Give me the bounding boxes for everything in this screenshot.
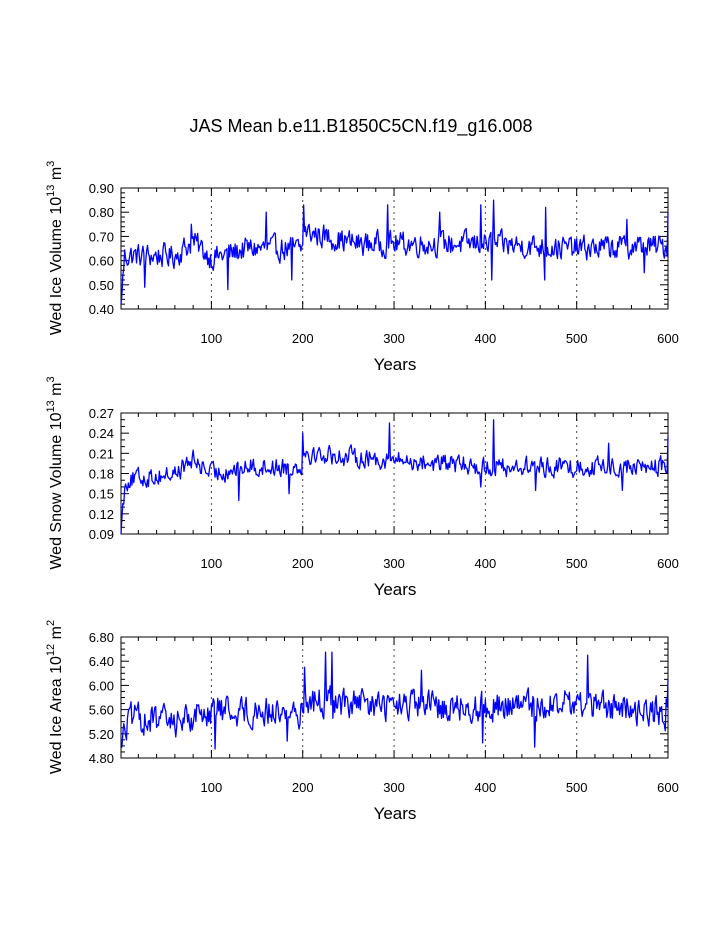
x-axis-ticks: 100 200 300 400 500 600: [137, 637, 679, 795]
x-gridlines: [210, 413, 578, 534]
y-axis-label: Wed Ice Area 1012 m2: [45, 620, 65, 774]
y-tick-label: 6.80: [89, 630, 114, 645]
series-line: [120, 419, 669, 535]
x-tick-label: 100: [201, 780, 223, 795]
y-tick-label: 5.20: [89, 727, 114, 742]
y-axis-ticks: 4.80 5.20 5.60 6.00 6.40 6.80: [89, 630, 668, 766]
y-axis-label: Wed Snow Volume 1013 m3: [45, 376, 65, 569]
x-tick-label: 300: [383, 556, 405, 571]
y-tick-label: 0.09: [89, 527, 114, 542]
x-tick-label: 400: [475, 780, 497, 795]
y-tick-label: 0.80: [89, 205, 114, 220]
y-tick-label: 0.24: [89, 426, 114, 441]
y-tick-label: 0.90: [89, 181, 114, 196]
x-tick-label: 600: [657, 331, 679, 346]
x-axis-ticks: 100 200 300 400 500 600: [137, 413, 679, 571]
x-tick-label: 300: [383, 780, 405, 795]
x-tick-label: 200: [292, 780, 314, 795]
y-tick-label: 0.15: [89, 487, 114, 502]
x-axis-ticks: 100 200 300 400 500 600: [137, 188, 679, 346]
y-tick-label: 6.40: [89, 654, 114, 669]
series-line: [120, 199, 669, 305]
y-tick-label: 4.80: [89, 751, 114, 766]
x-axis-label: Years: [374, 355, 417, 374]
x-tick-label: 300: [383, 331, 405, 346]
y-tick-label: 0.12: [89, 507, 114, 522]
chart-panel-ice-volume: 0.40 0.50 0.60 0.70 0.80 0.90 100 200 300 400 500…: [45, 161, 679, 374]
x-tick-label: 500: [566, 331, 588, 346]
y-tick-label: 0.27: [89, 406, 114, 421]
y-axis-label: Wed Ice Volume 1013 m3: [45, 161, 65, 336]
chart-panel-ice-area: 4.80 5.20 5.60 6.00 6.40 6.80 100 200 300 400 500…: [45, 620, 679, 823]
y-axis-ticks: 0.09 0.12 0.15 0.18 0.21 0.24 0.27: [89, 406, 668, 542]
x-axis-label: Years: [374, 804, 417, 823]
y-tick-label: 6.00: [89, 678, 114, 693]
x-tick-label: 600: [657, 556, 679, 571]
y-tick-label: 0.60: [89, 254, 114, 269]
x-tick-label: 600: [657, 780, 679, 795]
x-tick-label: 200: [292, 331, 314, 346]
y-tick-label: 0.70: [89, 229, 114, 244]
chart-panel-snow-volume: 0.09 0.12 0.15 0.18 0.21 0.24 0.27 100 200 300 40…: [45, 376, 679, 599]
y-axis-ticks: 0.40 0.50 0.60 0.70 0.80 0.90: [89, 181, 668, 317]
y-tick-label: 0.40: [89, 302, 114, 317]
series-line: [120, 651, 669, 750]
x-gridlines: [210, 637, 578, 758]
x-tick-label: 500: [566, 780, 588, 795]
y-tick-label: 5.60: [89, 703, 114, 718]
x-axis-label: Years: [374, 580, 417, 599]
x-tick-label: 200: [292, 556, 314, 571]
y-tick-label: 0.50: [89, 278, 114, 293]
x-tick-label: 400: [475, 331, 497, 346]
x-tick-label: 100: [201, 556, 223, 571]
y-tick-label: 0.18: [89, 467, 114, 482]
x-tick-label: 500: [566, 556, 588, 571]
y-tick-label: 0.21: [89, 446, 114, 461]
x-tick-label: 100: [201, 331, 223, 346]
x-tick-label: 400: [475, 556, 497, 571]
figure-title: JAS Mean b.e11.B1850C5CN.f19_g16.008: [190, 116, 533, 137]
